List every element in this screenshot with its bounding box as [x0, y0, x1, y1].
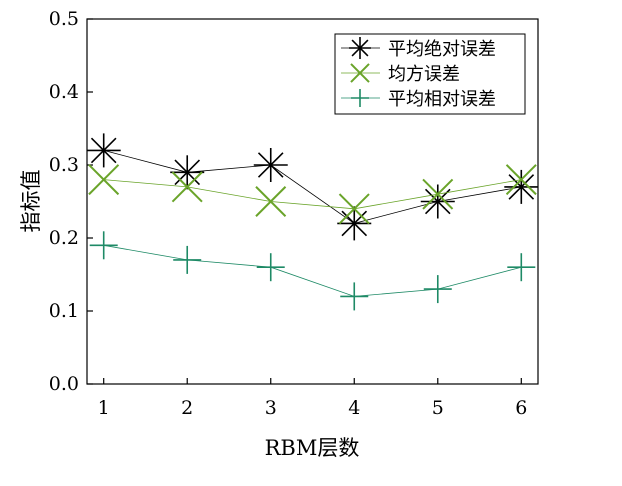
plot-area-frame: [86, 18, 539, 385]
series-line-1: [103, 150, 522, 224]
y-axis-title: 指标值: [19, 170, 43, 233]
legend-label-2: 均方误差: [388, 64, 460, 85]
series-3-point: [507, 253, 536, 282]
y-axis: 0.0 0.1 0.2 0.3 0.4 0.5: [49, 8, 93, 395]
y-tick-label: 0.0: [49, 373, 79, 395]
x-tick-label: 5: [432, 397, 444, 419]
x-tick-label: 3: [265, 397, 277, 419]
series-layer: [86, 133, 539, 311]
x-axis: 1 2 3 4 5 6: [98, 378, 527, 419]
series-3-point: [173, 245, 202, 274]
legend-marker-3: [351, 89, 369, 107]
x-tick-label: 6: [515, 397, 527, 419]
series-3-point: [256, 253, 285, 282]
legend-label-3: 平均相对误差: [388, 89, 496, 110]
series-3-point: [340, 282, 369, 311]
legend-label-1: 平均绝对误差: [388, 39, 496, 60]
series-1-point: [420, 184, 455, 219]
series-2-point: [88, 164, 120, 196]
x-tick-label: 2: [181, 397, 193, 419]
legend-marker-1: [349, 37, 371, 59]
series-1-point: [86, 133, 121, 168]
series-line-2: [103, 179, 522, 210]
series-2-point: [422, 178, 454, 210]
y-tick-label: 0.5: [49, 8, 79, 30]
series-1-point: [337, 206, 372, 241]
y-tick-label: 0.4: [49, 81, 79, 103]
series-3-point: [423, 275, 452, 304]
series-2-point: [338, 193, 370, 225]
legend-marker-2: [350, 63, 370, 83]
series-3-point: [89, 231, 118, 260]
x-tick-label: 4: [348, 397, 360, 419]
y-tick-label: 0.1: [49, 300, 79, 322]
y-tick-label: 0.2: [49, 227, 79, 249]
series-line-3: [103, 244, 522, 297]
x-axis-title: RBM层数: [265, 436, 360, 460]
y-tick-label: 0.3: [49, 154, 79, 176]
x-tick-label: 1: [98, 397, 110, 419]
series-2-point: [505, 164, 537, 196]
series-2-point: [171, 171, 203, 203]
series-1-point: [504, 169, 539, 204]
series-2-point: [255, 186, 287, 217]
series-1-point: [253, 148, 288, 182]
series-1-point: [170, 155, 205, 190]
